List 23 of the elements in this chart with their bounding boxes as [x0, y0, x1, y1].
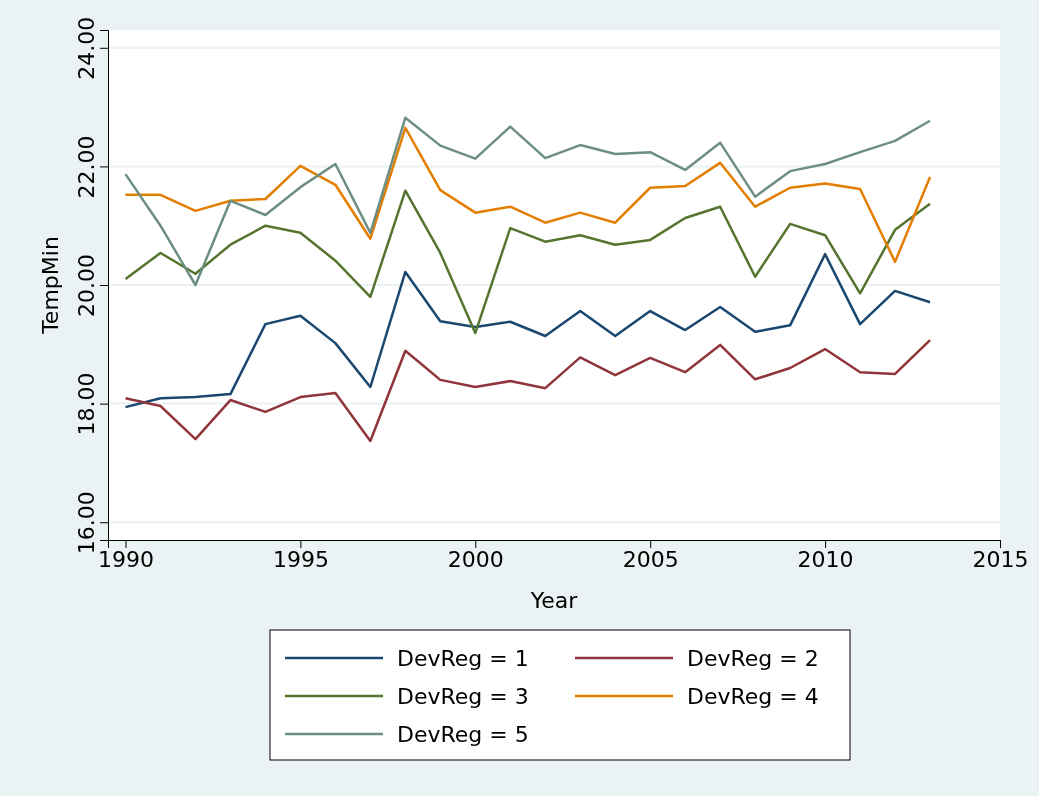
legend-label: DevReg = 4: [687, 684, 819, 709]
x-tick-label: 2000: [447, 546, 504, 572]
x-tick-label: 2005: [622, 546, 679, 572]
x-tick-label: 2010: [797, 546, 854, 572]
line-series: [124, 126, 932, 264]
y-tick-label: 20.00: [74, 254, 99, 317]
x-axis-title: Year: [529, 588, 579, 613]
legend-label: DevReg = 5: [397, 722, 529, 747]
x-tick-label: 1995: [272, 546, 329, 572]
y-axis-title: TempMin: [38, 236, 63, 335]
line-series: [124, 116, 932, 287]
line-series: [124, 338, 932, 443]
legend-label: DevReg = 1: [397, 646, 529, 671]
y-tick-label: 18.00: [74, 372, 99, 436]
line-series: [124, 252, 932, 409]
x-tick-label: 2015: [972, 546, 1029, 572]
y-tick-label: 24.00: [74, 16, 99, 80]
line-series: [124, 189, 932, 335]
x-tick-label: 1990: [97, 546, 154, 572]
y-tick-label: 16.00: [74, 491, 99, 555]
legend-label: DevReg = 2: [687, 646, 819, 671]
legend-label: DevReg = 3: [397, 684, 529, 709]
y-tick-label: 22.00: [74, 135, 99, 199]
